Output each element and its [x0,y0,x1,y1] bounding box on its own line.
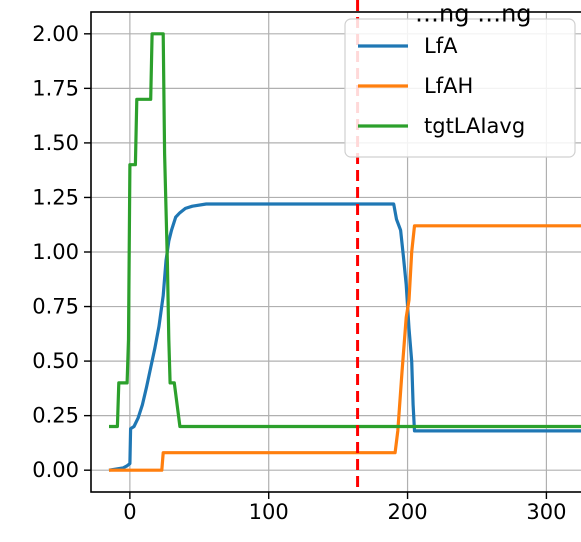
legend-label: tgtLAIavg [424,114,525,138]
y-tick-label: 0.50 [32,349,79,373]
x-tick-label: 200 [388,500,428,524]
chart-title: …ng …ng [415,0,532,28]
legend-box [344,18,576,158]
y-tick-label: 0.00 [32,458,79,482]
legend-label: LfAH [424,74,473,98]
legend: LfA LfAH tgtLAIavg [344,18,576,158]
series-line-lfa [108,202,581,472]
series-line-tgtlaiavg [109,32,581,429]
y-tick-label: 0.25 [32,404,79,428]
y-tick-label: 2.00 [32,22,79,46]
legend-label: LfA [424,34,458,58]
y-tick-label: 0.75 [32,295,79,319]
data-series [108,32,581,472]
x-tick-label: 100 [249,500,289,524]
x-tick-label: 0 [123,500,136,524]
x-tick-label: 300 [526,500,566,524]
y-tick-label: 1.50 [32,131,79,155]
axis-ticks: 0 100 200 300 0.00 0.25 0.50 0.75 1.00 1.25 1.50 1.… [32,22,566,524]
y-tick-label: 1.25 [32,185,79,209]
y-tick-label: 1.75 [32,76,79,100]
y-tick-label: 1.00 [32,240,79,264]
series-line-lfah [109,224,581,472]
